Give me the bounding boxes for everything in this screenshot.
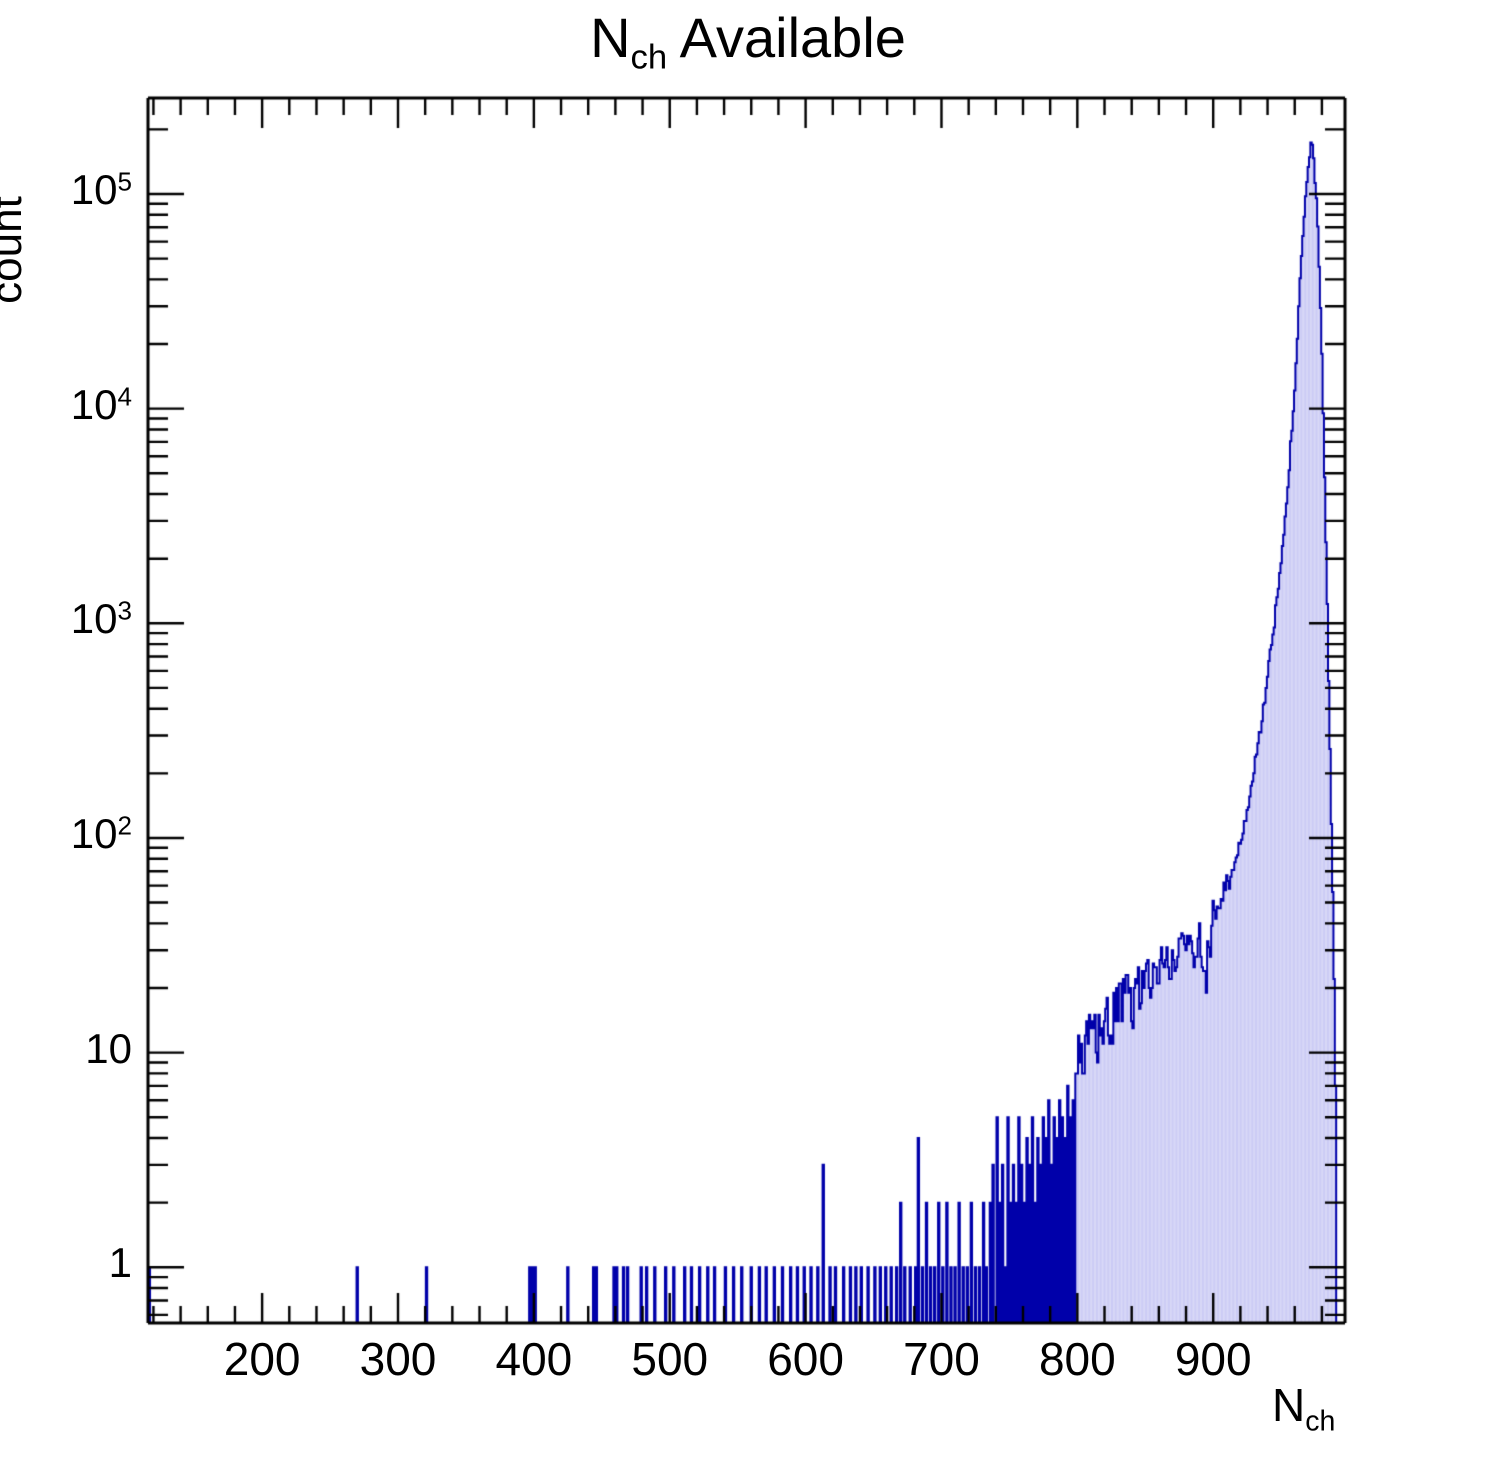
title-subscript: ch (630, 38, 668, 77)
x-axis-title-subscript: ch (1305, 1405, 1336, 1438)
y-tick-label: 104 (70, 380, 132, 428)
x-tick-label: 200 (223, 1333, 301, 1385)
y-tick-label: 103 (70, 595, 132, 643)
y-tick-label: 1 (108, 1239, 132, 1287)
title-tail: Available (667, 6, 906, 69)
x-tick-label: 500 (631, 1333, 709, 1385)
y-tick-label: 10 (85, 1024, 132, 1072)
x-tick-label: 600 (767, 1333, 844, 1385)
y-tick-label: 102 (70, 809, 132, 857)
x-tick-label: 800 (1038, 1333, 1116, 1385)
x-tick-label: 400 (495, 1333, 573, 1385)
page-title: Nch Available (0, 6, 1496, 89)
x-tick-label: 900 (1174, 1333, 1252, 1385)
title-main: N (590, 6, 631, 69)
x-tick-label: 300 (359, 1333, 437, 1385)
y-tick-label: 105 (70, 165, 132, 213)
x-axis-title-main: N (1272, 1379, 1306, 1431)
x-axis-title: Nch (1272, 1378, 1335, 1438)
x-tick-label: 700 (903, 1333, 980, 1385)
